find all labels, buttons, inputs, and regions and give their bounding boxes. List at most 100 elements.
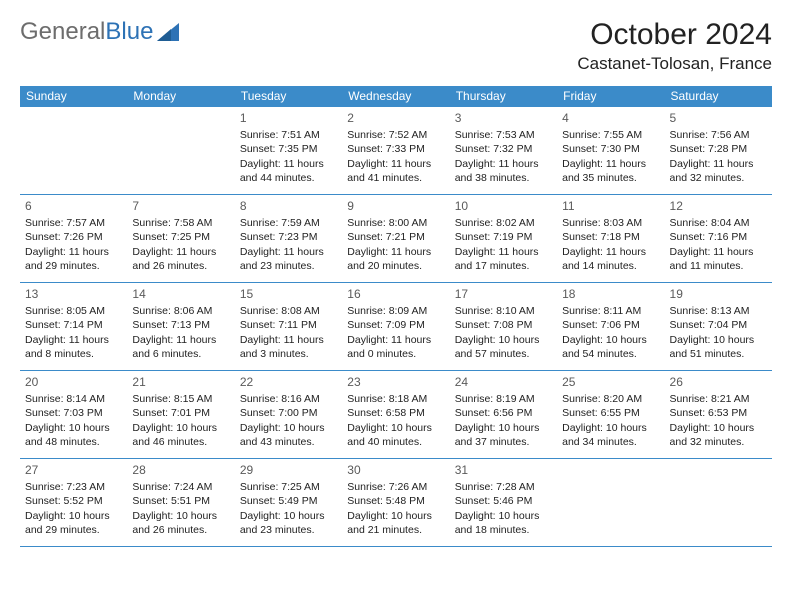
calendar-cell: 19Sunrise: 8:13 AMSunset: 7:04 PMDayligh… bbox=[665, 283, 772, 371]
daylight-line: Daylight: 10 hours and 37 minutes. bbox=[455, 421, 552, 449]
daylight-line: Daylight: 11 hours and 44 minutes. bbox=[240, 157, 337, 185]
calendar-table: SundayMondayTuesdayWednesdayThursdayFrid… bbox=[20, 86, 772, 547]
sunset-line: Sunset: 6:58 PM bbox=[347, 406, 444, 420]
daylight-line: Daylight: 10 hours and 21 minutes. bbox=[347, 509, 444, 537]
day-number: 24 bbox=[455, 374, 552, 390]
daylight-line: Daylight: 11 hours and 38 minutes. bbox=[455, 157, 552, 185]
calendar-row: 27Sunrise: 7:23 AMSunset: 5:52 PMDayligh… bbox=[20, 459, 772, 547]
calendar-cell: 6Sunrise: 7:57 AMSunset: 7:26 PMDaylight… bbox=[20, 195, 127, 283]
title-block: October 2024 Castanet-Tolosan, France bbox=[577, 18, 772, 74]
day-header: Sunday bbox=[20, 86, 127, 107]
day-number: 25 bbox=[562, 374, 659, 390]
day-header: Tuesday bbox=[235, 86, 342, 107]
day-header: Monday bbox=[127, 86, 234, 107]
day-number: 22 bbox=[240, 374, 337, 390]
sunset-line: Sunset: 7:01 PM bbox=[132, 406, 229, 420]
sunrise-line: Sunrise: 7:59 AM bbox=[240, 216, 337, 230]
calendar-page: GeneralBlue October 2024 Castanet-Tolosa… bbox=[0, 0, 792, 557]
daylight-line: Daylight: 11 hours and 0 minutes. bbox=[347, 333, 444, 361]
sunrise-line: Sunrise: 7:23 AM bbox=[25, 480, 122, 494]
sunset-line: Sunset: 7:25 PM bbox=[132, 230, 229, 244]
calendar-cell: 13Sunrise: 8:05 AMSunset: 7:14 PMDayligh… bbox=[20, 283, 127, 371]
calendar-cell: 22 Sunrise: 8:16 AMSunset: 7:00 PMDayligh… bbox=[235, 371, 342, 459]
calendar-cell: 17Sunrise: 8:10 AMSunset: 7:08 PMDayligh… bbox=[450, 283, 557, 371]
calendar-cell bbox=[20, 107, 127, 195]
sunset-line: Sunset: 7:13 PM bbox=[132, 318, 229, 332]
calendar-cell: 11Sunrise: 8:03 AMSunset: 7:18 PMDayligh… bbox=[557, 195, 664, 283]
calendar-cell: 5Sunrise: 7:56 AMSunset: 7:28 PMDaylight… bbox=[665, 107, 772, 195]
sunrise-line: Sunrise: 8:20 AM bbox=[562, 392, 659, 406]
day-number: 7 bbox=[132, 198, 229, 214]
calendar-cell bbox=[665, 459, 772, 547]
day-number: 16 bbox=[347, 286, 444, 302]
calendar-cell: 15Sunrise: 8:08 AMSunset: 7:11 PMDayligh… bbox=[235, 283, 342, 371]
calendar-cell: 28Sunrise: 7:24 AMSunset: 5:51 PMDayligh… bbox=[127, 459, 234, 547]
sunset-line: Sunset: 5:51 PM bbox=[132, 494, 229, 508]
calendar-cell: 16Sunrise: 8:09 AMSunset: 7:09 PMDayligh… bbox=[342, 283, 449, 371]
daylight-line: Daylight: 11 hours and 11 minutes. bbox=[670, 245, 767, 273]
day-number: 30 bbox=[347, 462, 444, 478]
daylight-line: Daylight: 10 hours and 54 minutes. bbox=[562, 333, 659, 361]
day-header-row: SundayMondayTuesdayWednesdayThursdayFrid… bbox=[20, 86, 772, 107]
daylight-line: Daylight: 10 hours and 40 minutes. bbox=[347, 421, 444, 449]
calendar-cell: 27Sunrise: 7:23 AMSunset: 5:52 PMDayligh… bbox=[20, 459, 127, 547]
sunset-line: Sunset: 6:55 PM bbox=[562, 406, 659, 420]
sunrise-line: Sunrise: 7:26 AM bbox=[347, 480, 444, 494]
day-number: 29 bbox=[240, 462, 337, 478]
calendar-cell: 9Sunrise: 8:00 AMSunset: 7:21 PMDaylight… bbox=[342, 195, 449, 283]
sunset-line: Sunset: 7:16 PM bbox=[670, 230, 767, 244]
sunrise-line: Sunrise: 8:06 AM bbox=[132, 304, 229, 318]
daylight-line: Daylight: 10 hours and 51 minutes. bbox=[670, 333, 767, 361]
calendar-row: 1Sunrise: 7:51 AMSunset: 7:35 PMDaylight… bbox=[20, 107, 772, 195]
sunset-line: Sunset: 7:14 PM bbox=[25, 318, 122, 332]
daylight-line: Daylight: 10 hours and 43 minutes. bbox=[240, 421, 337, 449]
sunrise-line: Sunrise: 8:08 AM bbox=[240, 304, 337, 318]
daylight-line: Daylight: 11 hours and 32 minutes. bbox=[670, 157, 767, 185]
sunset-line: Sunset: 7:00 PM bbox=[240, 406, 337, 420]
day-number: 8 bbox=[240, 198, 337, 214]
day-number: 4 bbox=[562, 110, 659, 126]
sunset-line: Sunset: 7:26 PM bbox=[25, 230, 122, 244]
sunset-line: Sunset: 7:11 PM bbox=[240, 318, 337, 332]
calendar-cell: 14Sunrise: 8:06 AMSunset: 7:13 PMDayligh… bbox=[127, 283, 234, 371]
sunrise-line: Sunrise: 8:16 AM bbox=[240, 392, 337, 406]
calendar-cell: 25Sunrise: 8:20 AMSunset: 6:55 PMDayligh… bbox=[557, 371, 664, 459]
day-number: 2 bbox=[347, 110, 444, 126]
sunrise-line: Sunrise: 8:04 AM bbox=[670, 216, 767, 230]
day-number: 26 bbox=[670, 374, 767, 390]
sunset-line: Sunset: 7:21 PM bbox=[347, 230, 444, 244]
day-number: 21 bbox=[132, 374, 229, 390]
calendar-cell: 7Sunrise: 7:58 AMSunset: 7:25 PMDaylight… bbox=[127, 195, 234, 283]
sunrise-line: Sunrise: 8:21 AM bbox=[670, 392, 767, 406]
calendar-cell: 4Sunrise: 7:55 AMSunset: 7:30 PMDaylight… bbox=[557, 107, 664, 195]
daylight-line: Daylight: 11 hours and 17 minutes. bbox=[455, 245, 552, 273]
location: Castanet-Tolosan, France bbox=[577, 54, 772, 74]
sunrise-line: Sunrise: 8:18 AM bbox=[347, 392, 444, 406]
calendar-cell: 3Sunrise: 7:53 AMSunset: 7:32 PMDaylight… bbox=[450, 107, 557, 195]
sunset-line: Sunset: 5:48 PM bbox=[347, 494, 444, 508]
day-number: 9 bbox=[347, 198, 444, 214]
day-number: 11 bbox=[562, 198, 659, 214]
sunset-line: Sunset: 7:23 PM bbox=[240, 230, 337, 244]
logo-text-general: General bbox=[20, 18, 105, 46]
daylight-line: Daylight: 10 hours and 48 minutes. bbox=[25, 421, 122, 449]
sunrise-line: Sunrise: 7:52 AM bbox=[347, 128, 444, 142]
day-number: 19 bbox=[670, 286, 767, 302]
sunrise-line: Sunrise: 7:56 AM bbox=[670, 128, 767, 142]
sunset-line: Sunset: 5:52 PM bbox=[25, 494, 122, 508]
sunset-line: Sunset: 7:28 PM bbox=[670, 142, 767, 156]
sunrise-line: Sunrise: 8:09 AM bbox=[347, 304, 444, 318]
sunset-line: Sunset: 6:56 PM bbox=[455, 406, 552, 420]
sunrise-line: Sunrise: 8:10 AM bbox=[455, 304, 552, 318]
calendar-cell: 24Sunrise: 8:19 AMSunset: 6:56 PMDayligh… bbox=[450, 371, 557, 459]
day-number: 10 bbox=[455, 198, 552, 214]
sunrise-line: Sunrise: 8:13 AM bbox=[670, 304, 767, 318]
sunset-line: Sunset: 5:49 PM bbox=[240, 494, 337, 508]
day-header: Friday bbox=[557, 86, 664, 107]
daylight-line: Daylight: 10 hours and 46 minutes. bbox=[132, 421, 229, 449]
logo-triangle-icon bbox=[157, 23, 179, 41]
day-header: Thursday bbox=[450, 86, 557, 107]
calendar-cell bbox=[127, 107, 234, 195]
day-number: 20 bbox=[25, 374, 122, 390]
daylight-line: Daylight: 11 hours and 20 minutes. bbox=[347, 245, 444, 273]
